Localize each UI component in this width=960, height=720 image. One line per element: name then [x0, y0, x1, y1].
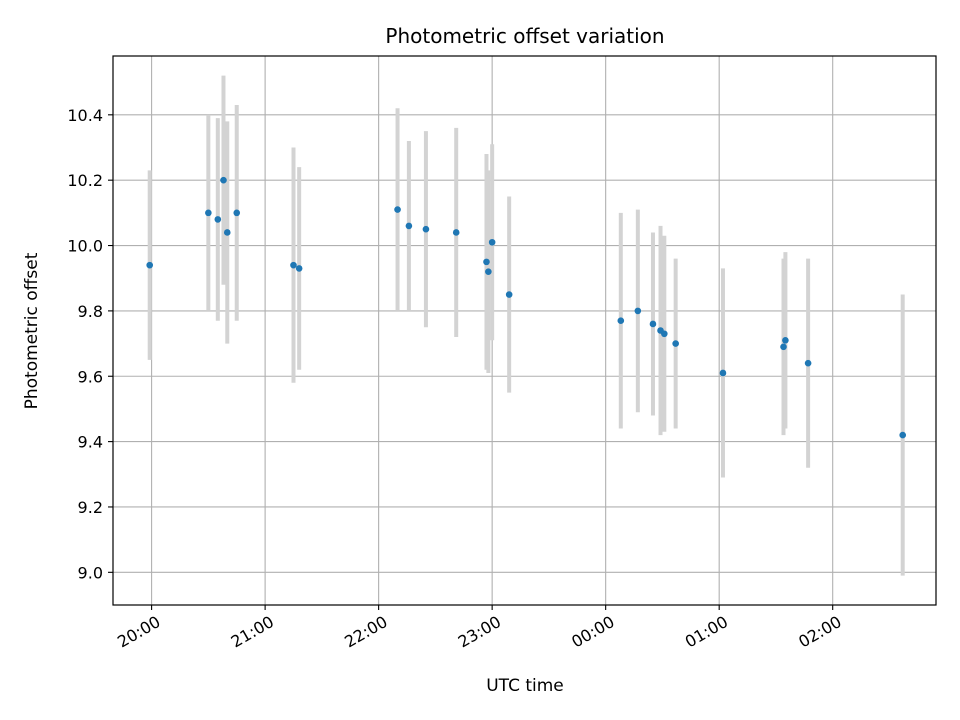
data-point — [405, 222, 413, 230]
data-point — [394, 206, 401, 213]
data-points — [146, 176, 907, 439]
chart-title: Photometric offset variation — [385, 24, 664, 48]
data-point — [485, 268, 492, 275]
x-tick-label: 00:00 — [568, 612, 617, 652]
data-point — [782, 337, 789, 344]
x-tick-label: 23:00 — [455, 612, 504, 652]
y-tick-label: 10.4 — [67, 106, 103, 125]
data-point — [295, 265, 303, 272]
data-point — [505, 291, 513, 298]
x-tick-label: 01:00 — [682, 612, 731, 652]
y-tick-label: 9.6 — [78, 367, 103, 386]
data-point — [617, 317, 625, 324]
y-tick-label: 10.2 — [67, 171, 103, 190]
data-point — [649, 320, 657, 328]
data-point — [223, 229, 231, 236]
data-point — [661, 330, 668, 338]
y-axis-ticks: 9.0 9.2 9.4 9.6 9.8 10.0 10.2 10.4 — [67, 106, 113, 582]
y-tick-label: 10.0 — [67, 237, 103, 256]
x-axis-ticks: 20:00 21:00 22:00 23:00 00:00 01:00 02:00 — [114, 605, 845, 652]
data-point — [719, 369, 727, 377]
data-point — [205, 209, 212, 217]
data-point — [804, 359, 812, 367]
data-point — [634, 307, 642, 315]
plot-frame — [112, 55, 937, 606]
x-tick-label: 22:00 — [341, 612, 390, 652]
error-bars — [147, 75, 905, 576]
data-point — [214, 216, 222, 223]
data-point — [483, 258, 490, 266]
data-point — [452, 229, 460, 236]
data-point — [672, 340, 679, 347]
data-point — [780, 343, 787, 351]
y-tick-label: 9.0 — [78, 563, 103, 582]
y-axis-label: Photometric offset — [22, 252, 42, 409]
x-axis-label: UTC time — [486, 676, 564, 696]
data-point — [488, 238, 496, 246]
data-point — [290, 261, 297, 269]
data-point — [422, 225, 430, 233]
x-tick-label: 21:00 — [228, 612, 277, 652]
y-tick-label: 9.8 — [78, 302, 103, 321]
y-tick-label: 9.4 — [78, 433, 103, 452]
y-tick-label: 9.2 — [78, 498, 103, 517]
grid-lines — [113, 56, 936, 605]
data-point — [233, 209, 241, 217]
x-tick-label: 20:00 — [114, 612, 163, 652]
data-point — [146, 261, 154, 269]
data-point — [899, 431, 907, 439]
x-tick-label: 02:00 — [795, 612, 844, 652]
data-point — [220, 176, 227, 184]
